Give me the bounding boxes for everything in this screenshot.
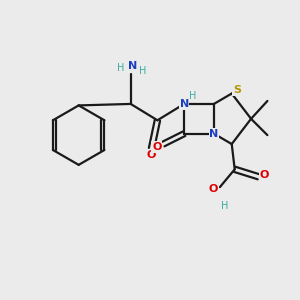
Text: N: N (128, 61, 137, 71)
Text: O: O (146, 150, 156, 160)
Text: S: S (233, 85, 241, 95)
Text: N: N (209, 129, 218, 139)
Text: O: O (152, 142, 161, 152)
Text: O: O (260, 170, 269, 180)
Text: H: H (220, 202, 228, 212)
Text: O: O (208, 184, 218, 194)
Text: H: H (118, 63, 125, 73)
Text: H: H (140, 66, 147, 76)
Text: N: N (180, 99, 189, 109)
Text: H: H (189, 91, 197, 100)
